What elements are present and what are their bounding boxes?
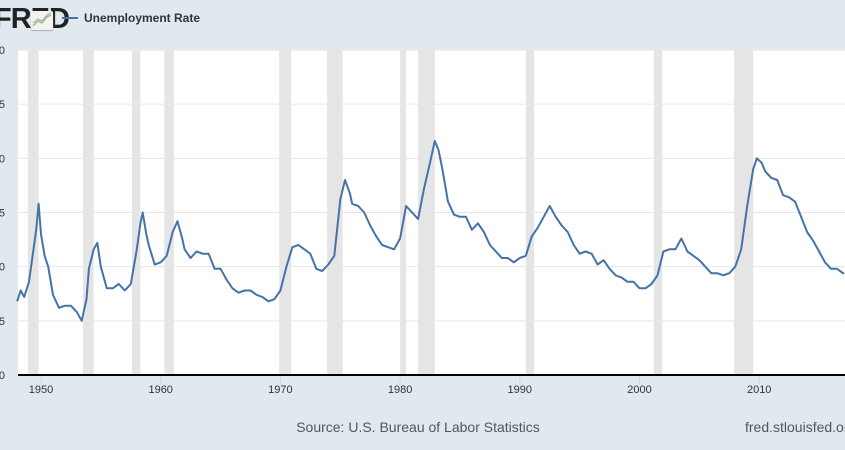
x-tick-label: 2000: [627, 384, 651, 396]
legend: Unemployment Rate: [62, 11, 200, 25]
fred-logo-graph-icon: [31, 11, 53, 30]
x-tick-label: 1970: [268, 384, 292, 396]
y-tick-label: 5.0: [0, 262, 5, 274]
x-tick-label: 1960: [148, 384, 172, 396]
site-link[interactable]: fred.stlouisfed.org: [745, 419, 845, 435]
y-tick-label: 15.0: [0, 45, 5, 57]
x-tick-label: 1950: [29, 384, 53, 396]
series-line-unemployment-rate: [16, 140, 845, 322]
y-tick-label: 12.5: [0, 99, 5, 111]
y-tick-label: 2.5: [0, 316, 5, 328]
x-tick-label: 1980: [388, 384, 412, 396]
legend-label: Unemployment Rate: [84, 11, 201, 25]
x-tick-label: 1990: [508, 384, 532, 396]
y-tick-label: 0.0: [0, 370, 5, 382]
x-tick-label: 2010: [747, 384, 771, 396]
source-note: Source: U.S. Bureau of Labor Statistics: [296, 419, 540, 435]
y-tick-label: 7.5: [0, 208, 5, 220]
legend-line-swatch: [62, 17, 78, 19]
y-tick-label: 10.0: [0, 153, 5, 165]
